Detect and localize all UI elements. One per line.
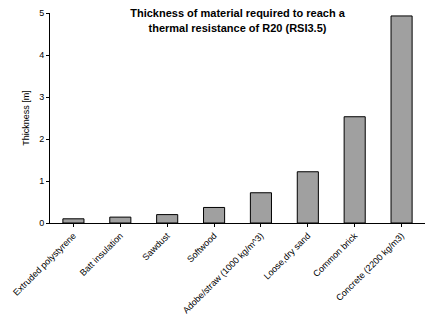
svg-text:4: 4 <box>39 50 44 60</box>
svg-text:2: 2 <box>39 134 44 144</box>
svg-text:Batt insulation: Batt insulation <box>78 231 125 278</box>
svg-text:Thickness [m]: Thickness [m] <box>21 90 31 146</box>
svg-text:Common brick: Common brick <box>311 230 359 278</box>
svg-text:1: 1 <box>39 176 44 186</box>
svg-text:3: 3 <box>39 92 44 102</box>
svg-text:Thickness of material required: Thickness of material required to reach … <box>130 7 345 33</box>
svg-text:0: 0 <box>39 218 44 228</box>
svg-text:Extruded polystyrene: Extruded polystyrene <box>11 231 78 298</box>
svg-text:5: 5 <box>39 8 44 18</box>
svg-text:Adobe/straw (1000 kg/m^3): Adobe/straw (1000 kg/m^3) <box>181 231 266 316</box>
svg-text:Softwood: Softwood <box>185 231 219 265</box>
svg-text:Concrete (2200 kg/m3): Concrete (2200 kg/m3) <box>334 231 406 303</box>
svg-text:Loose,dry sand: Loose,dry sand <box>262 231 313 282</box>
svg-text:Sawdust: Sawdust <box>140 230 172 262</box>
